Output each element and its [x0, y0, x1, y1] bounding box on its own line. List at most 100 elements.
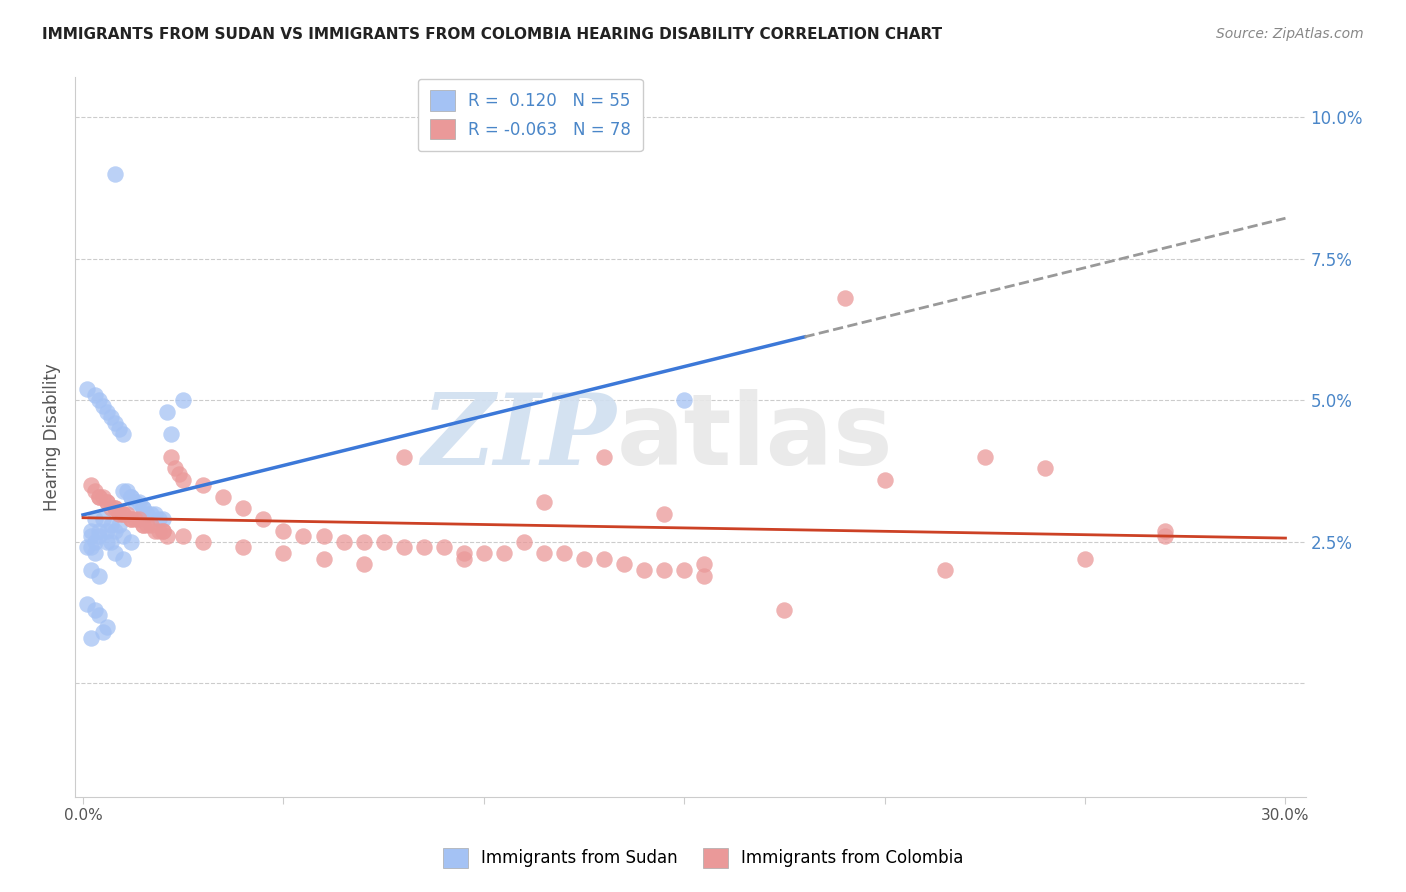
Text: ZIP: ZIP	[422, 389, 616, 485]
Point	[156, 529, 179, 543]
Point	[112, 507, 135, 521]
Point	[312, 529, 335, 543]
Point	[91, 625, 114, 640]
Point	[633, 563, 655, 577]
Point	[87, 490, 110, 504]
Point	[104, 500, 127, 515]
Point	[87, 569, 110, 583]
Point	[100, 534, 122, 549]
Point	[112, 483, 135, 498]
Point	[96, 404, 118, 418]
Point	[112, 507, 135, 521]
Point	[652, 507, 675, 521]
Point	[84, 512, 107, 526]
Point	[433, 541, 456, 555]
Point	[156, 404, 179, 418]
Point	[112, 551, 135, 566]
Point	[273, 524, 295, 538]
Point	[120, 490, 142, 504]
Point	[96, 495, 118, 509]
Point	[141, 517, 163, 532]
Point	[193, 534, 215, 549]
Point	[453, 546, 475, 560]
Point	[104, 167, 127, 181]
Point	[673, 563, 696, 577]
Point	[132, 517, 155, 532]
Point	[84, 387, 107, 401]
Point	[652, 563, 675, 577]
Point	[87, 393, 110, 408]
Point	[120, 512, 142, 526]
Legend: R =  0.120   N = 55, R = -0.063   N = 78: R = 0.120 N = 55, R = -0.063 N = 78	[418, 78, 643, 151]
Point	[87, 490, 110, 504]
Point	[96, 524, 118, 538]
Point	[165, 461, 187, 475]
Point	[232, 500, 254, 515]
Point	[1154, 524, 1177, 538]
Point	[84, 546, 107, 560]
Point	[104, 500, 127, 515]
Point	[613, 558, 636, 572]
Point	[115, 483, 138, 498]
Point	[193, 478, 215, 492]
Point	[100, 500, 122, 515]
Point	[1033, 461, 1056, 475]
Point	[132, 500, 155, 515]
Point	[533, 495, 555, 509]
Point	[84, 603, 107, 617]
Point	[553, 546, 575, 560]
Point	[96, 534, 118, 549]
Point	[128, 495, 150, 509]
Point	[100, 410, 122, 425]
Point	[834, 291, 856, 305]
Point	[353, 534, 375, 549]
Point	[91, 490, 114, 504]
Point	[172, 393, 194, 408]
Point	[124, 512, 146, 526]
Point	[136, 507, 159, 521]
Point	[120, 534, 142, 549]
Point	[128, 512, 150, 526]
Point	[934, 563, 956, 577]
Point	[152, 524, 174, 538]
Point	[172, 473, 194, 487]
Point	[136, 517, 159, 532]
Point	[273, 546, 295, 560]
Point	[100, 517, 122, 532]
Point	[87, 529, 110, 543]
Point	[472, 546, 495, 560]
Point	[76, 382, 98, 396]
Point	[143, 507, 166, 521]
Point	[84, 483, 107, 498]
Point	[453, 551, 475, 566]
Text: atlas: atlas	[616, 389, 893, 485]
Point	[148, 524, 170, 538]
Point	[141, 507, 163, 521]
Point	[693, 569, 716, 583]
Legend: Immigrants from Sudan, Immigrants from Colombia: Immigrants from Sudan, Immigrants from C…	[436, 841, 970, 875]
Point	[104, 416, 127, 430]
Point	[492, 546, 515, 560]
Point	[108, 507, 131, 521]
Point	[332, 534, 354, 549]
Point	[87, 608, 110, 623]
Text: Source: ZipAtlas.com: Source: ZipAtlas.com	[1216, 27, 1364, 41]
Point	[104, 524, 127, 538]
Point	[120, 490, 142, 504]
Point	[112, 529, 135, 543]
Point	[312, 551, 335, 566]
Point	[873, 473, 896, 487]
Point	[152, 524, 174, 538]
Point	[232, 541, 254, 555]
Point	[160, 450, 183, 464]
Y-axis label: Hearing Disability: Hearing Disability	[44, 363, 60, 511]
Point	[252, 512, 274, 526]
Point	[160, 427, 183, 442]
Point	[593, 450, 616, 464]
Point	[673, 393, 696, 408]
Point	[124, 495, 146, 509]
Text: IMMIGRANTS FROM SUDAN VS IMMIGRANTS FROM COLOMBIA HEARING DISABILITY CORRELATION: IMMIGRANTS FROM SUDAN VS IMMIGRANTS FROM…	[42, 27, 942, 42]
Point	[172, 529, 194, 543]
Point	[693, 558, 716, 572]
Point	[1154, 529, 1177, 543]
